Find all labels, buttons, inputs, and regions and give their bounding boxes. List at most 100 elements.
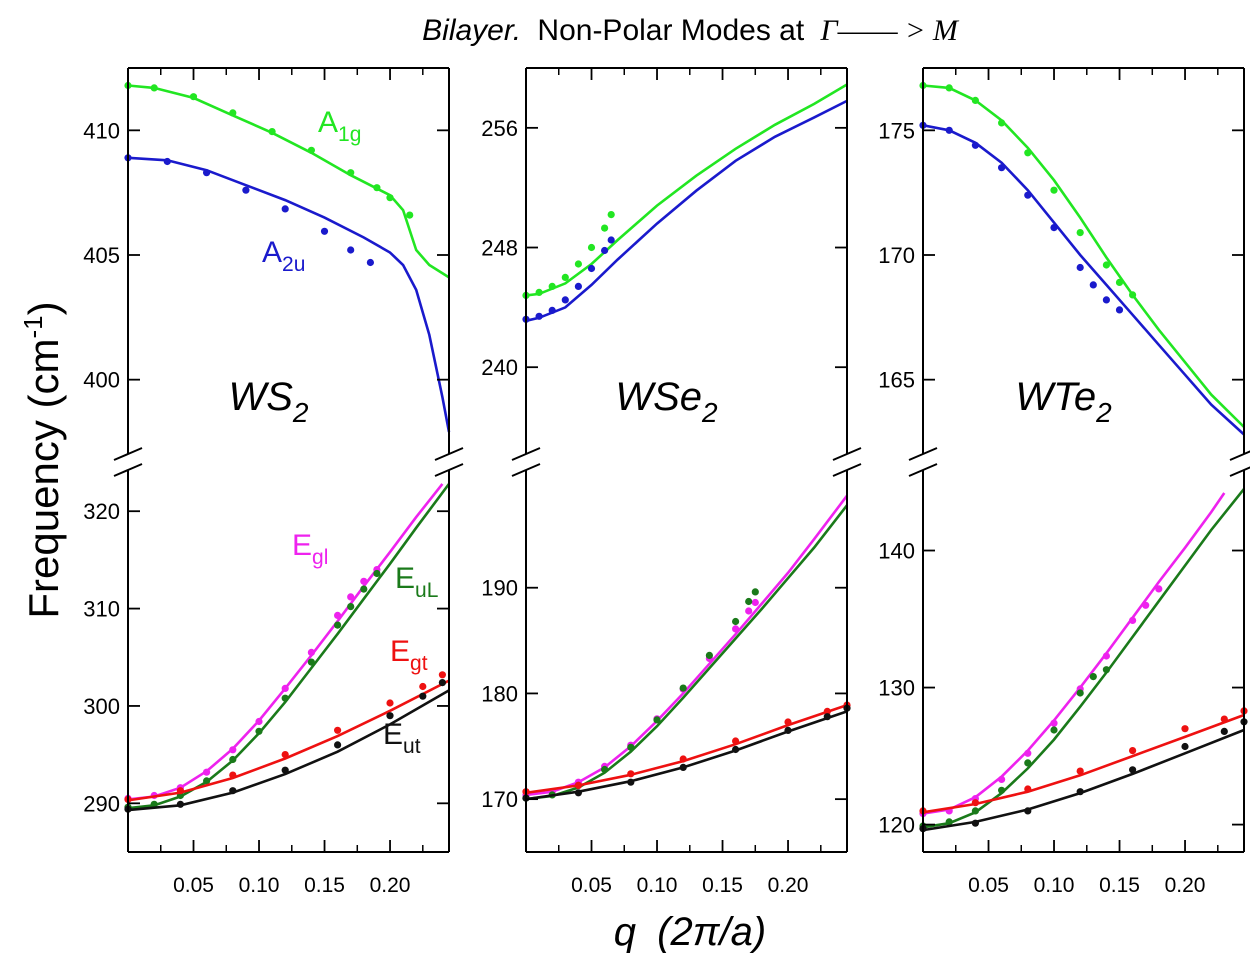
upper-point-A1g	[587, 243, 596, 252]
lower-point-EuL	[255, 727, 263, 735]
x-tick-label: 0.05	[968, 874, 1009, 897]
lower-point-Eut	[229, 787, 237, 795]
upper-point-A1g	[1129, 291, 1137, 299]
upper-point-A2u	[607, 236, 615, 244]
upper-point-A2u	[1076, 263, 1084, 272]
lower-point-Egt	[784, 718, 792, 726]
upper-point-A2u	[203, 169, 211, 177]
series-label-A2u: A2u	[262, 236, 305, 276]
lower-curve-Egl	[525, 494, 849, 797]
upper-point-A1g	[1115, 278, 1124, 286]
upper-point-A1g	[268, 128, 276, 136]
lower-point-Egl	[347, 593, 355, 601]
lower-point-EuL	[751, 588, 759, 596]
upper-point-A2u	[1102, 296, 1110, 304]
axis-break-mark	[832, 463, 862, 477]
upper-point-A1g	[1076, 229, 1084, 237]
lower-point-Eut	[438, 679, 446, 687]
material-label-sub: 2	[1095, 397, 1112, 428]
upper-point-A1g	[601, 224, 609, 232]
lower-point-Egl	[334, 611, 342, 620]
lower-point-EuL	[745, 597, 753, 606]
upper-point-A1g	[561, 273, 569, 281]
x-tick-label: 0.15	[304, 874, 345, 897]
lower-point-Egl	[1155, 585, 1163, 593]
lower-point-Eut	[1181, 742, 1189, 751]
y-axis-label-close: )	[20, 301, 67, 315]
lower-point-Eut	[419, 692, 427, 700]
lower-series-EuL	[124, 483, 451, 811]
y-tick-label: 290	[83, 791, 120, 816]
upper-point-A1g	[189, 93, 198, 101]
upper-point-A1g	[347, 169, 355, 177]
series-label-base: A	[262, 236, 282, 269]
upper-curve-A1g	[127, 84, 450, 279]
axis-break-mark	[908, 463, 938, 477]
upper-point-A2u	[1024, 191, 1032, 199]
y-tick-label: 175	[878, 118, 915, 143]
upper-point-A2u	[281, 205, 289, 213]
lower-point-Eut	[386, 712, 394, 720]
lower-point-EuL	[1089, 673, 1097, 681]
lower-point-Egl	[255, 717, 263, 726]
upper-point-A1g	[548, 282, 556, 290]
lower-point-EuL	[229, 755, 237, 764]
lower-point-Eut	[176, 800, 184, 808]
x-tick-label: 0.10	[637, 874, 678, 897]
upper-series-A2u	[919, 121, 1245, 436]
x-axis-label: q (2π/a)	[614, 910, 766, 953]
lower-point-EuL	[334, 621, 342, 629]
y-tick-label: 400	[83, 368, 120, 393]
y-tick-label: 170	[481, 787, 518, 812]
material-label-sub: 2	[701, 397, 718, 428]
series-label-sub: 2u	[282, 253, 305, 276]
lower-point-Egt	[1181, 725, 1189, 733]
series-label-base: A	[318, 106, 338, 139]
figure-title: Bilayer. Non-Polar Modes at Γ–––– > M	[422, 14, 960, 47]
upper-point-A1g	[229, 109, 237, 117]
x-tick-label: 0.15	[702, 874, 743, 897]
upper-point-A2u	[998, 164, 1006, 172]
lower-point-EuL	[653, 716, 661, 724]
series-label-Egl: Egl	[292, 529, 328, 569]
upper-point-A1g	[1050, 186, 1058, 194]
x-axis-label-q: q	[614, 910, 636, 953]
upper-point-A1g	[1024, 149, 1032, 157]
lower-point-EuL	[971, 807, 980, 815]
lower-curve-Egt	[922, 713, 1245, 814]
lower-point-EuL	[627, 743, 635, 751]
lower-series-Egt	[919, 707, 1248, 815]
y-tick-label: 300	[83, 694, 120, 719]
lower-curve-EuL	[525, 504, 849, 801]
upper-point-A2u	[548, 306, 556, 314]
material-label-sub: 2	[292, 397, 309, 428]
lower-point-EuL	[679, 684, 687, 692]
lower-point-Egt	[1024, 785, 1032, 793]
upper-point-A1g	[373, 184, 381, 192]
title-path: Γ–––– > M	[820, 14, 960, 47]
upper-series-A1g	[919, 81, 1245, 428]
y-tick-label: 405	[83, 243, 120, 268]
axis-break-mark	[434, 447, 464, 461]
lower-point-Egt	[386, 699, 394, 707]
lower-point-Eut	[1129, 766, 1137, 774]
lower-point-Egt	[419, 682, 427, 691]
lower-point-Egt	[971, 799, 980, 807]
upper-series-A2u	[522, 99, 848, 323]
lower-point-EuL	[203, 777, 211, 785]
lower-point-Egl	[1102, 652, 1110, 660]
upper-point-A1g	[998, 119, 1006, 127]
y-axis-label: Frequency (cm-1)	[18, 301, 67, 618]
upper-point-A1g	[607, 211, 615, 219]
lower-point-Eut	[971, 819, 980, 827]
x-tick-label: 0.15	[1099, 874, 1140, 897]
lower-point-Eut	[627, 778, 635, 786]
y-tick-label: 120	[878, 813, 915, 838]
upper-series-A1g	[124, 81, 450, 279]
lower-point-EuL	[373, 569, 381, 578]
x-tick-label: 0.10	[1034, 874, 1075, 897]
lower-series-Egl	[919, 492, 1226, 818]
lower-point-EuL	[307, 658, 315, 666]
upper-point-A1g	[971, 96, 980, 104]
